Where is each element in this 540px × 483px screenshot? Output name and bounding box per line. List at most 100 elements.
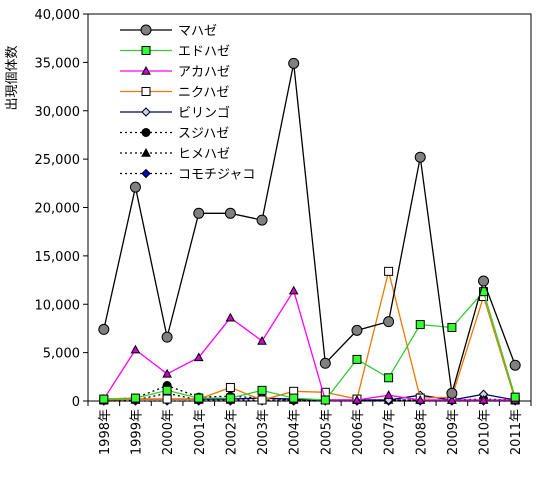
legend-marker <box>141 46 151 55</box>
data-point <box>162 368 172 378</box>
legend-marker <box>140 24 152 36</box>
data-point <box>288 57 300 69</box>
x-tick-label: 2001年 <box>193 409 208 455</box>
data-point <box>352 395 362 404</box>
legend-entry: アカハゼ <box>120 65 230 80</box>
data-point <box>162 385 172 395</box>
data-point <box>256 214 268 226</box>
data-point <box>194 393 204 403</box>
x-tick-label: 2000年 <box>161 409 176 455</box>
data-point <box>225 393 235 403</box>
legend-entry: コモチジャコ <box>120 168 255 183</box>
data-point <box>509 359 521 371</box>
data-point <box>130 344 141 354</box>
data-point <box>478 275 490 287</box>
data-point <box>289 393 299 403</box>
data-point <box>224 207 236 219</box>
legend-entry: ニクハゼ <box>120 86 229 101</box>
y-tick-label: 25,000 <box>35 153 81 168</box>
data-point <box>319 357 331 369</box>
x-axis: 1998年 1999年 2000年 2001年 2002年 2003年 2004年 2005年… <box>87 401 532 455</box>
data-point <box>225 312 236 322</box>
data-point <box>257 385 267 395</box>
y-tick-label: 30,000 <box>35 105 81 120</box>
legend-marker <box>141 168 151 179</box>
y-axis: 0 5,000 10,000 15,000 20,000 25,000 30,000 35,0… <box>35 8 88 410</box>
data-point <box>257 395 267 405</box>
x-tick-label: 2006年 <box>351 409 366 455</box>
legend-entry: ビリンゴ <box>120 105 230 121</box>
data-point <box>352 354 362 364</box>
legend-label: スジハゼ <box>178 127 229 142</box>
legend-label: ニクハゼ <box>178 86 229 101</box>
y-axis-label: 出現個体数 <box>5 45 20 110</box>
data-point <box>510 392 520 402</box>
data-point <box>98 323 110 335</box>
legend-entry: エドハゼ <box>120 45 230 60</box>
legend-entry: ヒメハゼ <box>120 147 230 162</box>
legend-marker <box>141 128 151 137</box>
data-point <box>447 322 457 332</box>
data-point <box>162 394 172 404</box>
y-tick-label: 40,000 <box>35 8 81 23</box>
legend-label: アカハゼ <box>178 65 230 80</box>
data-point <box>478 395 489 404</box>
x-tick-label: 2002年 <box>224 409 239 455</box>
legend-marker <box>141 147 151 157</box>
x-tick-label: 2003年 <box>256 409 271 455</box>
x-tick-label: 2005年 <box>319 409 334 455</box>
data-point <box>257 335 267 345</box>
data-point <box>446 387 458 399</box>
legend-entry: スジハゼ <box>120 127 229 142</box>
y-tick-label: 15,000 <box>35 250 81 265</box>
data-point <box>415 320 425 330</box>
series-line <box>103 289 516 401</box>
data-point <box>225 382 235 392</box>
data-point <box>383 316 395 328</box>
data-point <box>414 151 426 163</box>
legend-label: ビリンゴ <box>178 105 230 121</box>
data-point <box>129 181 141 193</box>
series-1 <box>98 57 521 399</box>
y-tick-label: 20,000 <box>35 202 81 217</box>
data-point <box>161 331 173 343</box>
series-line <box>103 271 516 401</box>
data-point <box>130 393 140 403</box>
legend-marker <box>141 107 151 117</box>
legend-marker <box>141 87 151 96</box>
data-point <box>384 266 394 276</box>
data-point <box>288 285 299 295</box>
legend-label: ヒメハゼ <box>178 147 230 162</box>
data-point <box>320 395 330 405</box>
y-tick-label: 5,000 <box>43 347 80 362</box>
data-point <box>193 207 205 219</box>
data-point <box>447 395 457 404</box>
x-tick-label: 2008年 <box>414 409 429 455</box>
data-point <box>193 352 204 362</box>
data-point <box>415 395 426 404</box>
y-tick-label: 0 <box>72 395 80 410</box>
x-tick-label: 1998年 <box>98 409 113 455</box>
legend-label: コモチジャコ <box>178 168 255 183</box>
data-point <box>384 373 394 383</box>
series-line <box>103 63 516 394</box>
y-tick-label: 35,000 <box>35 56 81 71</box>
y-tick-label: 10,000 <box>35 298 81 313</box>
x-tick-label: 2009年 <box>446 409 461 455</box>
x-tick-label: 2004年 <box>288 409 303 455</box>
legend-label: エドハゼ <box>178 45 230 60</box>
x-tick-label: 2011年 <box>509 409 524 455</box>
legend-entry: マハゼ <box>120 24 217 39</box>
x-tick-label: 1999年 <box>129 409 144 455</box>
x-tick-label: 2010年 <box>478 409 493 455</box>
legend-label: マハゼ <box>178 24 217 39</box>
x-tick-label: 2007年 <box>383 409 398 455</box>
data-point <box>351 324 363 336</box>
data-point <box>383 390 394 399</box>
series-layer <box>98 57 521 406</box>
series-line <box>103 290 516 401</box>
series-2 <box>99 287 520 405</box>
